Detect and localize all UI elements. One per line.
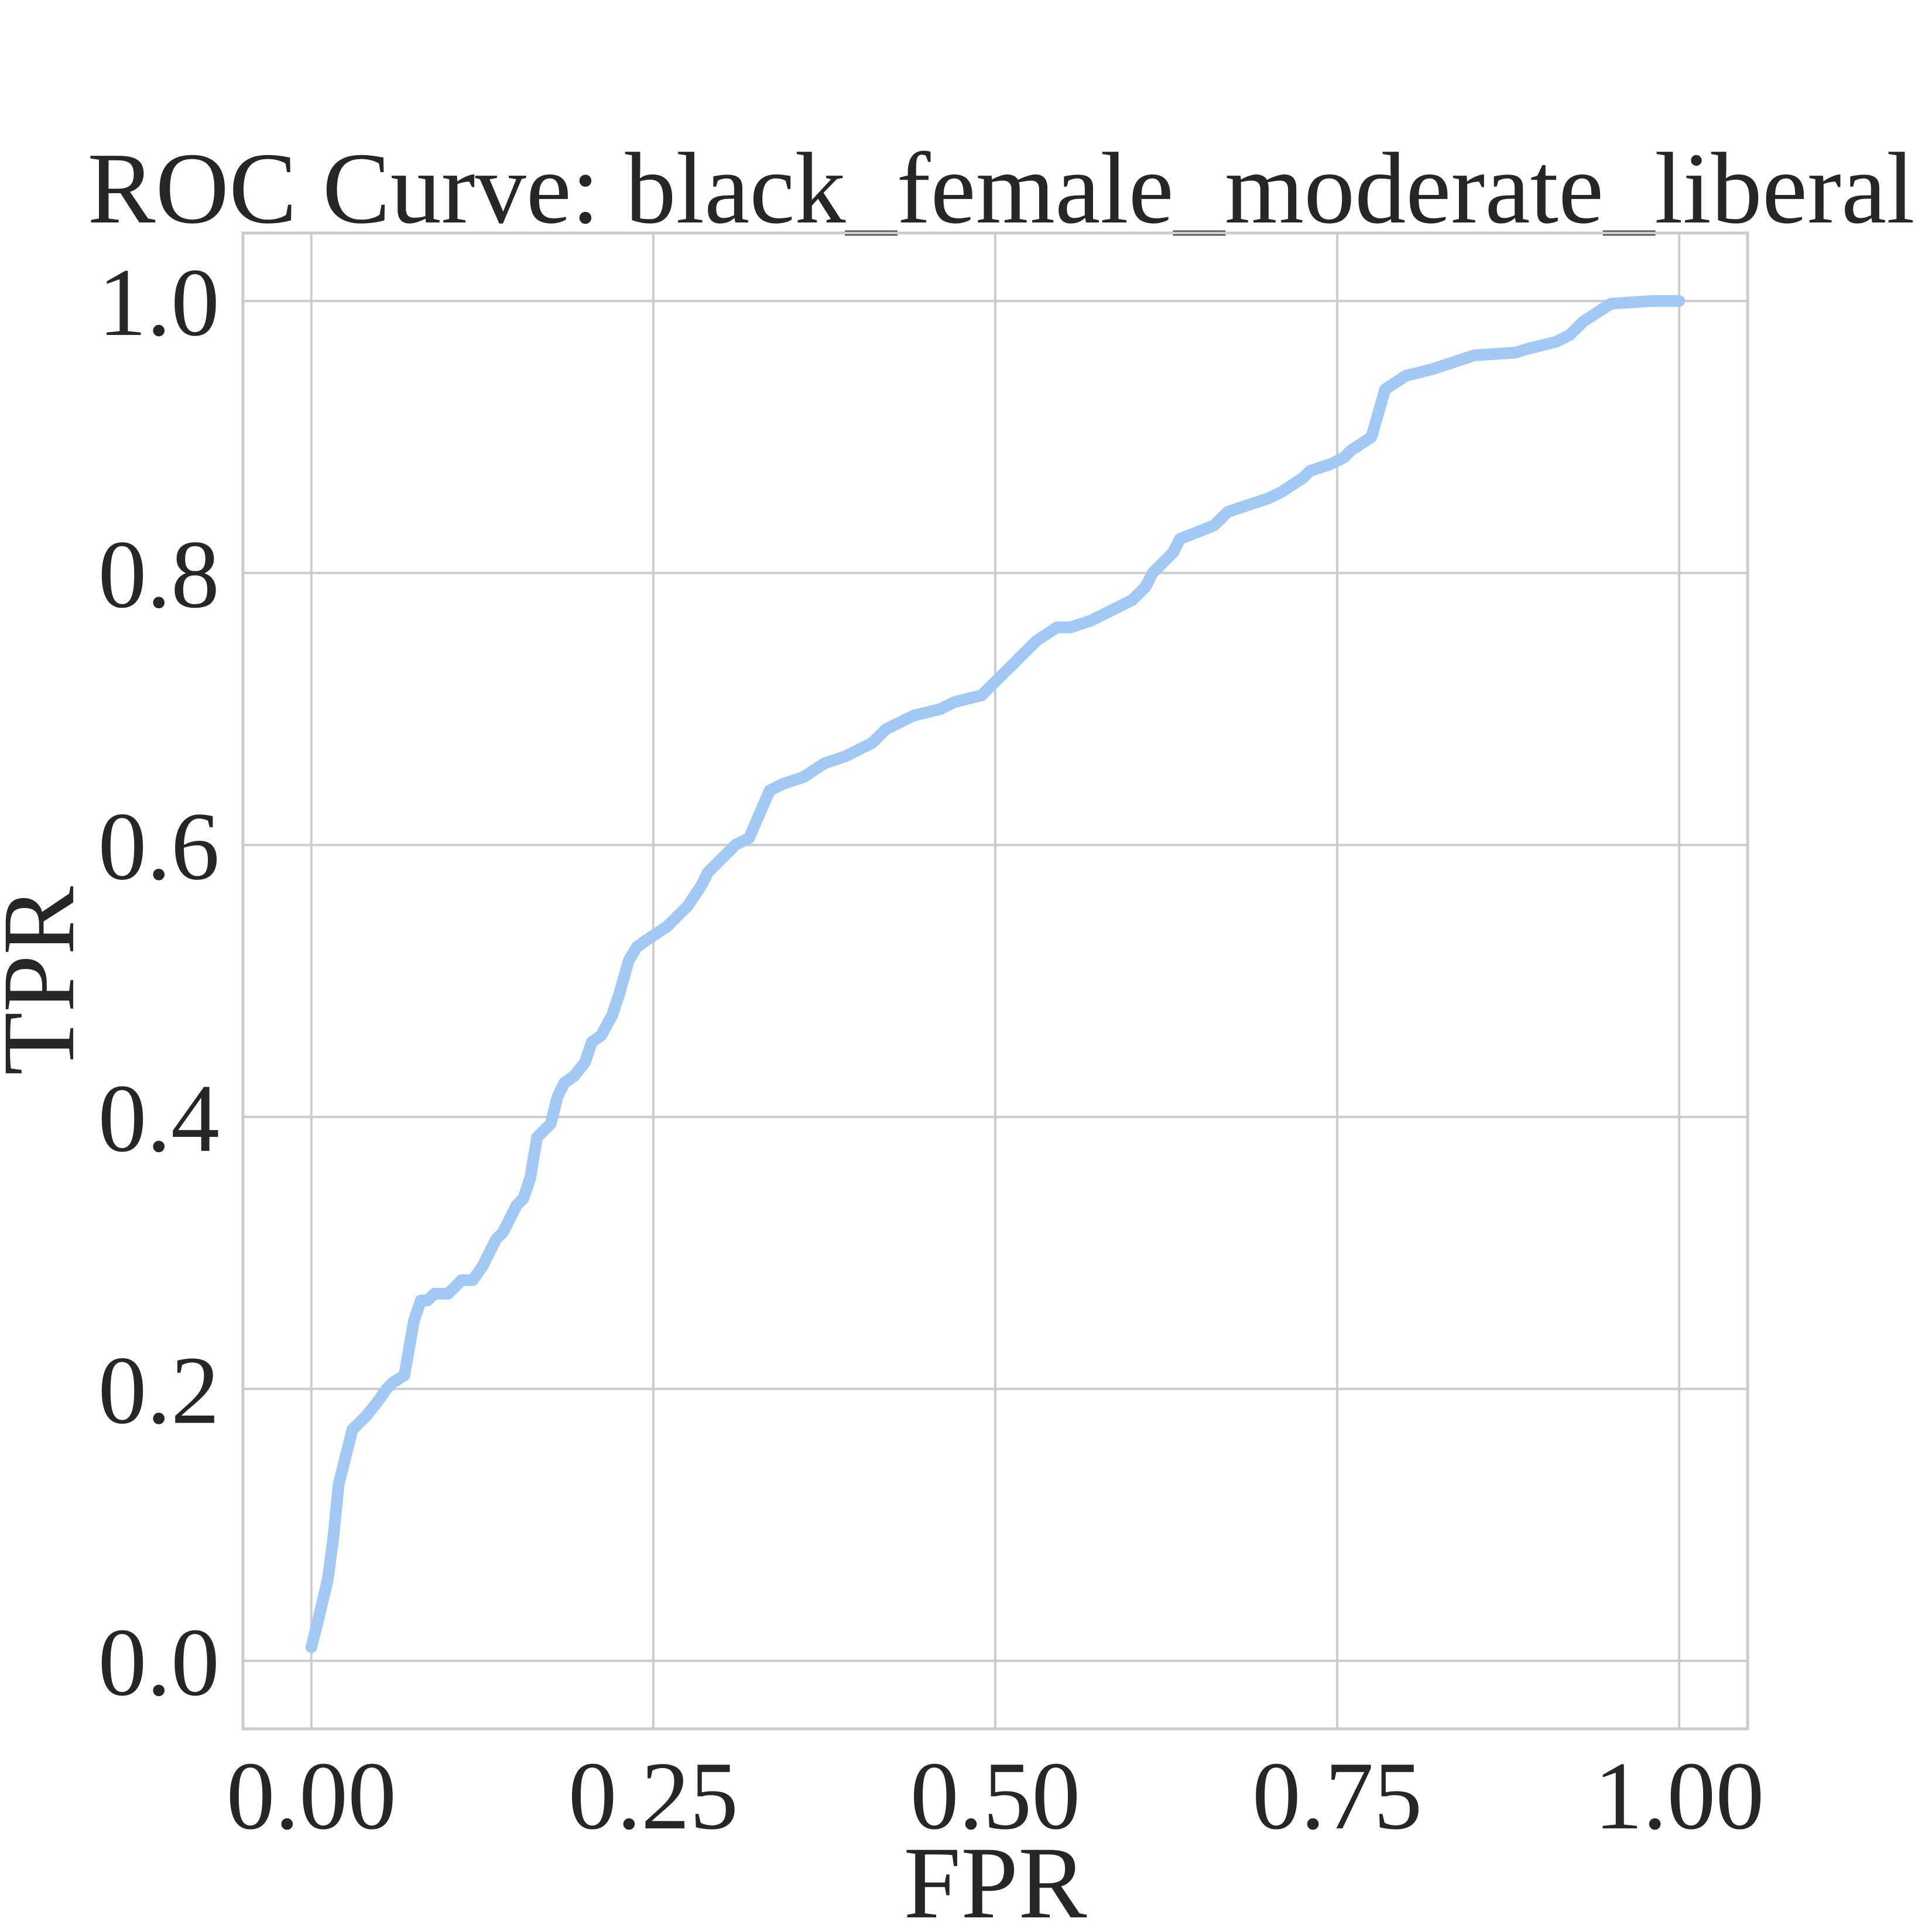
- x-tick-label: 0.75: [1252, 1742, 1423, 1849]
- x-axis-ticks: 0.00 0.25 0.50 0.75 1.00: [227, 1742, 1765, 1849]
- x-tick-label: 0.00: [227, 1742, 397, 1849]
- y-tick-label: 0.0: [98, 1608, 220, 1716]
- y-axis-ticks: 0.0 0.2 0.4 0.6 0.8 1.0: [98, 248, 220, 1716]
- x-tick-label: 0.25: [568, 1742, 739, 1849]
- chart-title: ROC Curve: black_female_moderate_liberal: [87, 132, 1914, 245]
- y-tick-label: 0.4: [98, 1064, 220, 1172]
- y-axis-label: TPR: [0, 886, 96, 1075]
- y-tick-label: 1.0: [98, 248, 220, 356]
- y-tick-label: 0.8: [98, 520, 220, 628]
- y-tick-label: 0.2: [98, 1336, 220, 1444]
- grid-lines: [243, 233, 1748, 1729]
- plot-area: [241, 231, 1749, 1731]
- y-tick-label: 0.6: [98, 792, 220, 900]
- roc-curve-line: [305, 295, 1686, 1653]
- x-tick-label: 1.00: [1594, 1742, 1765, 1849]
- x-tick-label: 0.50: [910, 1742, 1081, 1849]
- x-axis-label: FPR: [903, 1826, 1087, 1932]
